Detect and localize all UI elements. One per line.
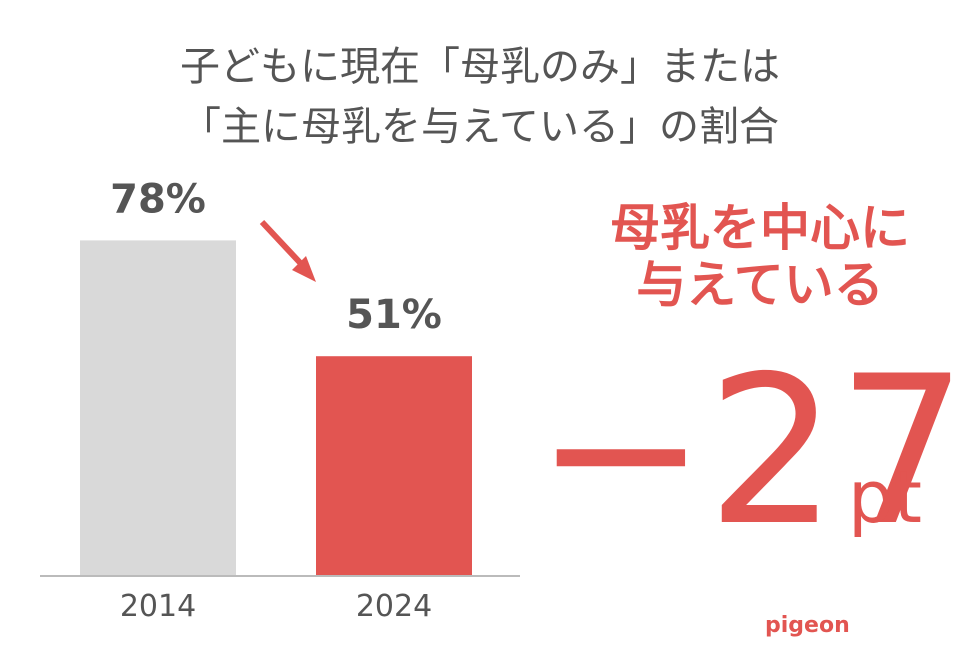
x-tick-label: 2014 (120, 589, 196, 624)
bar (80, 240, 236, 575)
x-tick-label: 2024 (356, 589, 432, 624)
arrow-head (292, 256, 316, 282)
logo: pigeon (765, 613, 850, 638)
bar (316, 356, 472, 575)
annotation-big: −27 (535, 333, 968, 571)
arrow (259, 219, 308, 271)
annotation: 与えている (636, 256, 884, 314)
annotation-unit: pt (848, 455, 922, 539)
chart-title: 子どもに現在「母乳のみ」または (180, 44, 780, 90)
annotation: 母乳を中心に (610, 199, 910, 257)
chart-title: 「主に母乳を与えている」の割合 (181, 104, 779, 150)
value-label: 78% (110, 176, 206, 222)
value-label: 51% (346, 292, 442, 338)
